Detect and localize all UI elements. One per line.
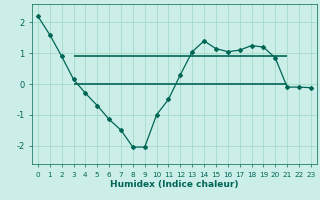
X-axis label: Humidex (Indice chaleur): Humidex (Indice chaleur) xyxy=(110,180,239,189)
